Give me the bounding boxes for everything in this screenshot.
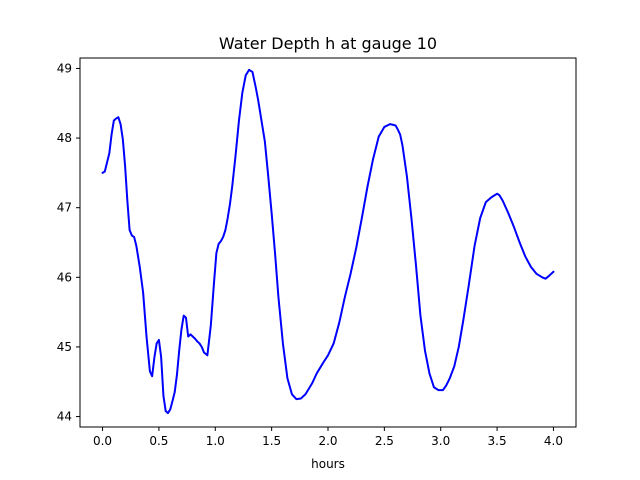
- series-line-0: [101, 68, 555, 415]
- x-tick-label: 2.5: [375, 434, 394, 448]
- x-tick-label: 4.0: [544, 434, 563, 448]
- y-tick-label: 49: [57, 61, 72, 75]
- y-tick-label: 45: [57, 340, 72, 354]
- y-axis: 44 45 46 47 48 49: [57, 61, 80, 424]
- y-tick-label: 48: [57, 131, 72, 145]
- x-axis-label: hours: [311, 457, 345, 471]
- x-tick-label: 3.5: [488, 434, 507, 448]
- x-axis: 0.0 0.5 1.0 1.5 2.0 2.5 3.0 3.5 4.0: [93, 427, 563, 448]
- series-layer: [101, 68, 555, 415]
- x-tick-label: 1.5: [262, 434, 281, 448]
- chart-title: Water Depth h at gauge 10: [219, 34, 437, 53]
- x-tick-label: 2.0: [318, 434, 337, 448]
- x-tick-label: 0.0: [93, 434, 112, 448]
- y-tick-label: 46: [57, 270, 72, 284]
- x-tick-label: 3.0: [431, 434, 450, 448]
- x-tick-label: 1.0: [206, 434, 225, 448]
- y-tick-label: 44: [57, 410, 72, 424]
- x-tick-label: 0.5: [149, 434, 168, 448]
- y-tick-label: 47: [57, 201, 72, 215]
